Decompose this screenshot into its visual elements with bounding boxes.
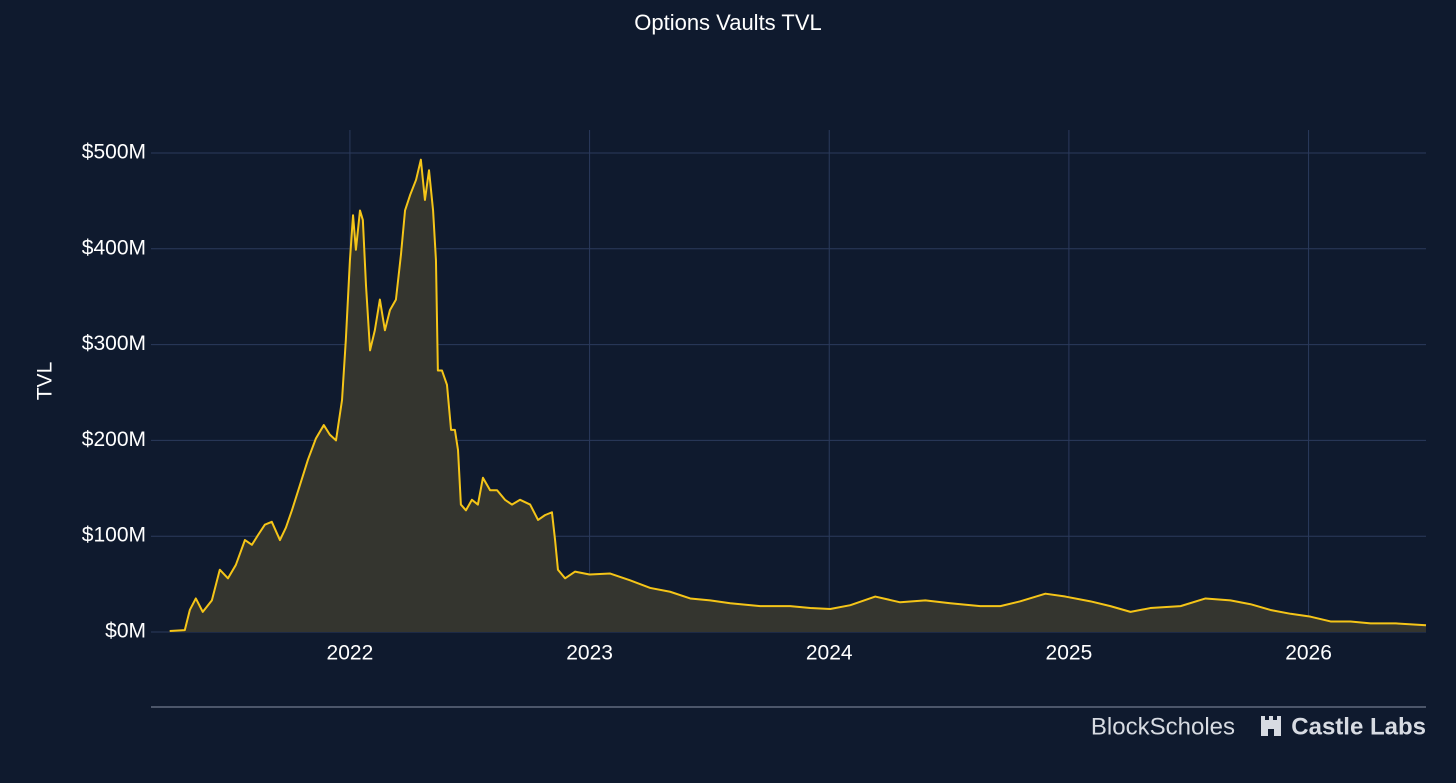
y-tick-label: $0M [105,620,146,643]
x-tick-label: 2026 [1285,642,1332,665]
line [169,158,1427,633]
chart-title: Options Vaults TVL [634,10,822,35]
watermark: Castle Labs [1291,713,1426,740]
y-tick-label: $100M [82,524,146,547]
y-tick-label: $500M [82,141,146,164]
area-fill [169,159,1427,632]
x-tick-label: 2022 [327,642,374,665]
y-tick-label: $300M [82,332,146,355]
y-tick-label: $400M [82,236,146,259]
x-tick-label: 2025 [1046,642,1093,665]
castle-icon [1261,716,1281,736]
y-axis-title: TVL [34,362,57,401]
watermark: BlockScholes [1091,713,1235,740]
y-tick-label: $200M [82,428,146,451]
x-tick-label: 2023 [566,642,613,665]
plot-area [151,130,1426,633]
x-tick-label: 2024 [806,642,853,665]
